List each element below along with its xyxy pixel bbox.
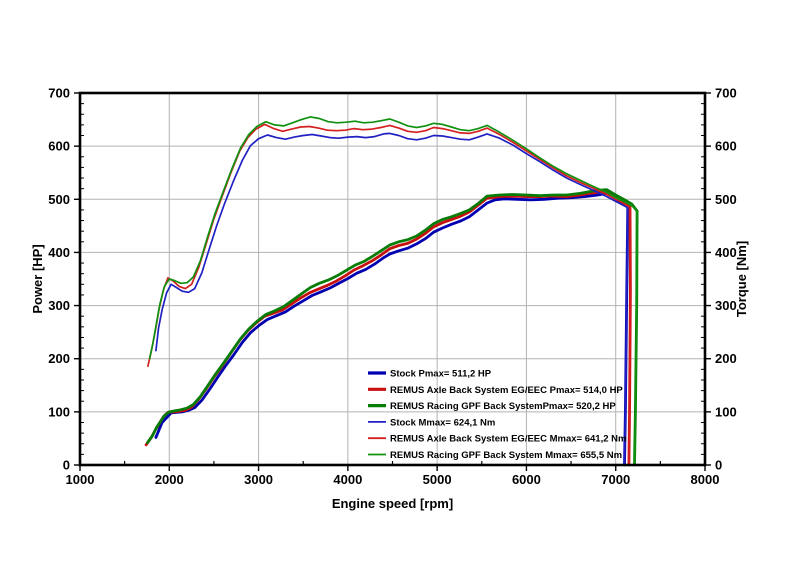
x-axis-title: Engine speed [rpm] [332, 496, 453, 511]
right-axis-tick-label: 600 [715, 139, 737, 154]
x-axis-tick-label: 2000 [155, 472, 184, 487]
legend-label-remus-axle-power: REMUS Axle Back System EG/EEC Pmax= 514,… [390, 385, 623, 396]
legend-label-stock-torque: Stock Mmax= 624,1 Nm [390, 417, 495, 428]
x-axis-tick-label: 8000 [691, 472, 720, 487]
left-axis-title: Power [HP] [30, 244, 45, 313]
right-axis-tick-label: 700 [715, 86, 737, 101]
left-axis-tick-label: 600 [48, 139, 70, 154]
left-axis-tick-label: 0 [63, 458, 70, 473]
right-axis-tick-label: 200 [715, 351, 737, 366]
right-axis-tick-label: 100 [715, 404, 737, 419]
x-axis-tick-label: 4000 [333, 472, 362, 487]
right-axis-tick-label: 400 [715, 245, 737, 260]
left-axis-tick-label: 100 [48, 404, 70, 419]
legend-label-stock-power: Stock Pmax= 511,2 HP [390, 369, 492, 380]
series-remus-gpf-torque [148, 116, 638, 466]
left-axis-tick-label: 700 [48, 86, 70, 101]
x-axis-tick-label: 3000 [244, 472, 273, 487]
x-axis-tick-label: 7000 [601, 472, 630, 487]
left-axis-tick-label: 200 [48, 351, 70, 366]
legend-label-remus-axle-torque: REMUS Axle Back System EG/EEC Mmax= 641,… [390, 434, 626, 445]
series-remus-gpf-power [145, 188, 639, 467]
left-axis-tick-label: 300 [48, 298, 70, 313]
x-axis-tick-label: 5000 [423, 472, 452, 487]
right-axis-title: Torque [Nm] [734, 241, 749, 317]
series-stock-torque [155, 132, 629, 466]
x-axis-tick-label: 6000 [512, 472, 541, 487]
series-remus-axle-power [144, 190, 632, 467]
right-axis-tick-label: 0 [715, 458, 722, 473]
left-axis-tick-label: 500 [48, 192, 70, 207]
right-axis-tick-label: 500 [715, 192, 737, 207]
legend-label-remus-gpf-power: REMUS Racing GPF Back SystemPmax= 520,2 … [390, 401, 616, 412]
series-stock-power [154, 191, 630, 467]
series-remus-axle-torque [147, 123, 632, 466]
x-axis-tick-label: 1000 [66, 472, 95, 487]
left-axis-tick-label: 400 [48, 245, 70, 260]
right-axis-tick-label: 300 [715, 298, 737, 313]
legend-label-remus-gpf-torque: REMUS Racing GPF Back System Mmax= 655,5… [390, 450, 622, 461]
